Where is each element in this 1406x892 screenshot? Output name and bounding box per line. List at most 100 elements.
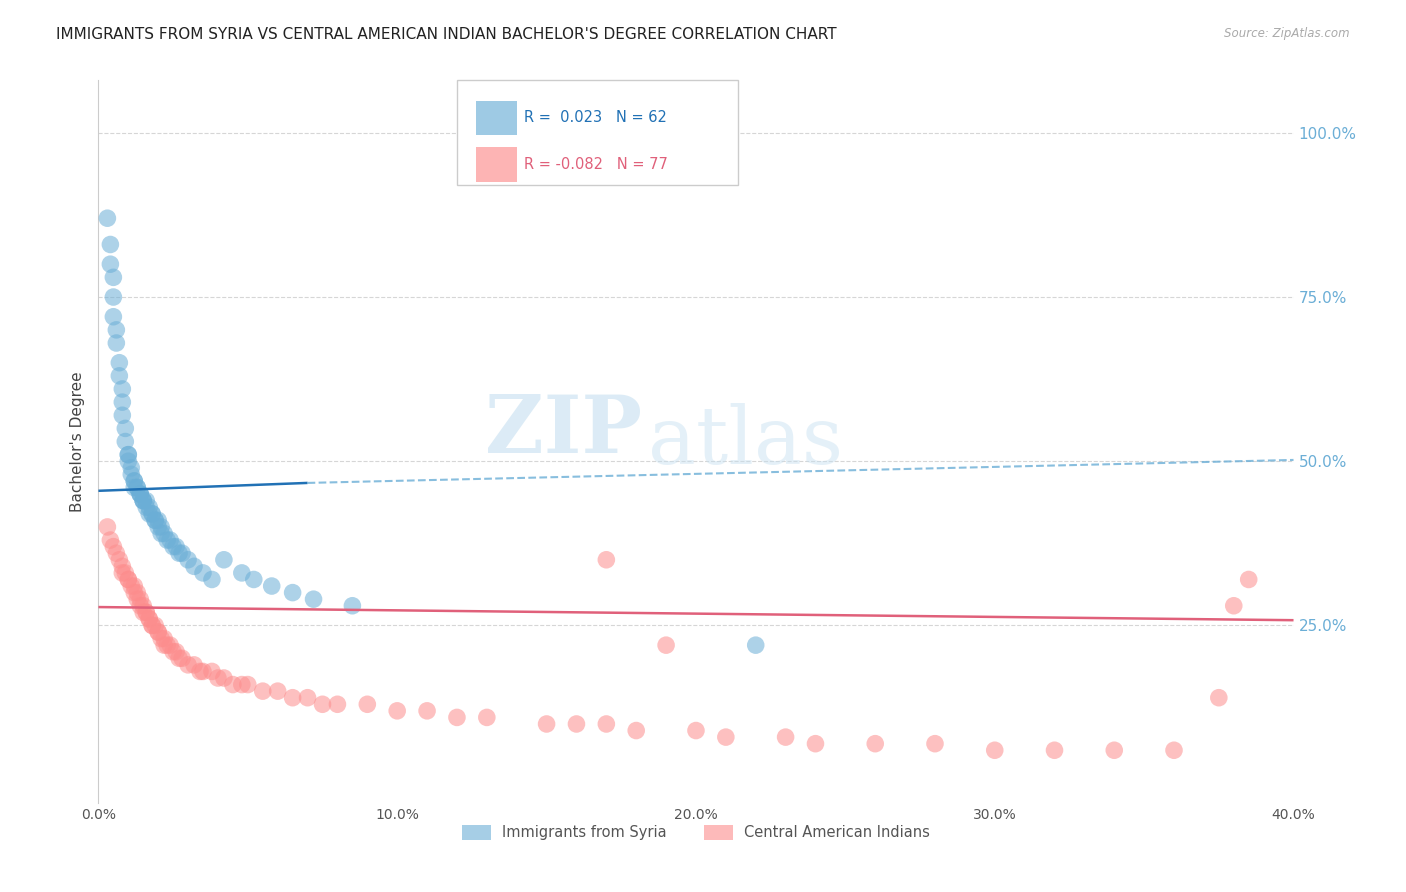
Text: atlas: atlas bbox=[648, 402, 844, 481]
Point bbox=[129, 599, 152, 613]
Point bbox=[416, 704, 439, 718]
Point bbox=[775, 730, 797, 744]
Point bbox=[114, 566, 136, 580]
FancyBboxPatch shape bbox=[477, 101, 517, 136]
Text: IMMIGRANTS FROM SYRIA VS CENTRAL AMERICAN INDIAN BACHELOR'S DEGREE CORRELATION C: IMMIGRANTS FROM SYRIA VS CENTRAL AMERICA… bbox=[56, 27, 837, 42]
Point bbox=[172, 546, 194, 560]
Point bbox=[141, 618, 163, 632]
Point bbox=[108, 553, 131, 567]
Point bbox=[252, 684, 274, 698]
Point bbox=[148, 625, 170, 640]
Point bbox=[127, 481, 149, 495]
Point bbox=[129, 487, 152, 501]
Point bbox=[1237, 573, 1260, 587]
Point bbox=[124, 474, 146, 488]
Point bbox=[475, 710, 498, 724]
Point bbox=[342, 599, 364, 613]
Point bbox=[141, 618, 163, 632]
Legend: Immigrants from Syria, Central American Indians: Immigrants from Syria, Central American … bbox=[456, 819, 936, 847]
Point bbox=[172, 651, 194, 665]
Point bbox=[141, 507, 163, 521]
Point bbox=[124, 585, 146, 599]
Point bbox=[132, 493, 155, 508]
Point bbox=[150, 526, 173, 541]
Point bbox=[685, 723, 707, 738]
Point bbox=[135, 605, 157, 619]
Point bbox=[143, 513, 166, 527]
Point bbox=[138, 500, 160, 515]
Point bbox=[138, 507, 160, 521]
Point bbox=[201, 665, 224, 679]
Point bbox=[212, 671, 235, 685]
Point bbox=[565, 717, 588, 731]
Point bbox=[135, 500, 157, 515]
Point bbox=[1043, 743, 1066, 757]
Point bbox=[260, 579, 283, 593]
Point bbox=[96, 211, 118, 226]
Point bbox=[129, 487, 152, 501]
Point bbox=[111, 566, 134, 580]
Point bbox=[117, 448, 139, 462]
Point bbox=[311, 698, 333, 712]
Point bbox=[117, 573, 139, 587]
Point bbox=[236, 677, 259, 691]
Point bbox=[132, 605, 155, 619]
Point bbox=[103, 290, 125, 304]
Point bbox=[212, 553, 235, 567]
Point bbox=[243, 573, 266, 587]
Point bbox=[804, 737, 827, 751]
Point bbox=[281, 585, 304, 599]
Point bbox=[595, 553, 617, 567]
Y-axis label: Bachelor's Degree: Bachelor's Degree bbox=[69, 371, 84, 512]
Point bbox=[1223, 599, 1246, 613]
Point bbox=[1163, 743, 1185, 757]
Point bbox=[117, 573, 139, 587]
Point bbox=[98, 257, 122, 271]
Point bbox=[446, 710, 468, 724]
Point bbox=[159, 638, 181, 652]
Point bbox=[167, 546, 190, 560]
Point bbox=[103, 310, 125, 324]
Point bbox=[98, 237, 122, 252]
Point bbox=[865, 737, 887, 751]
Point bbox=[127, 585, 149, 599]
Point bbox=[153, 632, 176, 646]
Point bbox=[165, 645, 187, 659]
Text: Source: ZipAtlas.com: Source: ZipAtlas.com bbox=[1225, 27, 1350, 40]
Point bbox=[714, 730, 737, 744]
Point bbox=[165, 540, 187, 554]
Point bbox=[143, 618, 166, 632]
Point bbox=[281, 690, 304, 705]
Point bbox=[103, 270, 125, 285]
Point bbox=[108, 356, 131, 370]
Point bbox=[132, 493, 155, 508]
Point bbox=[177, 553, 200, 567]
Point bbox=[153, 526, 176, 541]
Point bbox=[188, 665, 211, 679]
Point bbox=[267, 684, 290, 698]
Text: ZIP: ZIP bbox=[485, 392, 643, 470]
Point bbox=[117, 454, 139, 468]
Point bbox=[183, 657, 205, 672]
Point bbox=[148, 520, 170, 534]
Text: R =  0.023   N = 62: R = 0.023 N = 62 bbox=[524, 110, 666, 125]
Point bbox=[297, 690, 319, 705]
Point bbox=[191, 566, 214, 580]
Point bbox=[138, 612, 160, 626]
Point bbox=[159, 533, 181, 547]
Point bbox=[105, 546, 128, 560]
Point bbox=[98, 533, 122, 547]
Point bbox=[117, 448, 139, 462]
Point bbox=[111, 559, 134, 574]
Point bbox=[143, 513, 166, 527]
Point bbox=[141, 507, 163, 521]
Point bbox=[326, 698, 349, 712]
Point bbox=[167, 651, 190, 665]
Point bbox=[138, 612, 160, 626]
Point bbox=[162, 540, 184, 554]
Point bbox=[111, 409, 134, 423]
Point bbox=[745, 638, 768, 652]
Point bbox=[201, 573, 224, 587]
Point bbox=[150, 520, 173, 534]
Point bbox=[207, 671, 229, 685]
